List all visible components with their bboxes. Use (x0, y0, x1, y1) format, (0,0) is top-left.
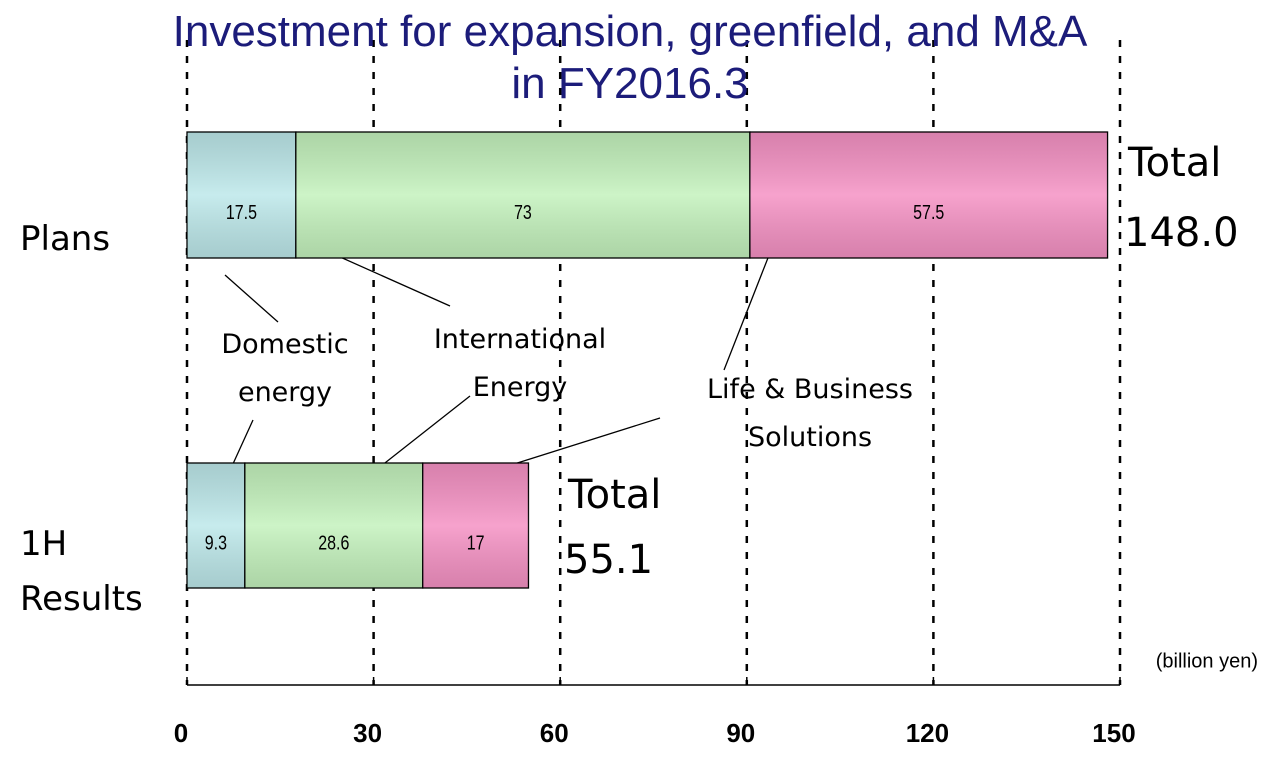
value-label: 17.5 (226, 202, 257, 224)
unit-label: (billion yen) (1156, 650, 1258, 672)
value-label: 9.3 (205, 532, 227, 554)
value-label: 73 (514, 202, 532, 224)
bar-segment (186, 131, 297, 259)
legend-label: Domestic energy (221, 329, 348, 408)
value-label: 17 (467, 532, 485, 554)
bar-segment (244, 462, 424, 589)
bar-segment (295, 131, 751, 259)
total-label: Total (1127, 140, 1221, 186)
leader-lines (221, 239, 776, 489)
value-label: 57.5 (913, 202, 944, 224)
bar-segment (186, 462, 246, 589)
total-value: 148.0 (1124, 210, 1239, 256)
x-tick-label: 120 (906, 718, 949, 748)
x-tick-label: 0 (174, 718, 188, 748)
value-label: 28.6 (318, 532, 349, 554)
category-label: 1H Results (20, 524, 143, 619)
x-tick-label: 30 (353, 718, 382, 748)
x-tick-label: 60 (540, 718, 569, 748)
bar-segment (749, 131, 1109, 259)
bar-segment (422, 462, 530, 589)
category-label: Plans (20, 219, 110, 259)
total-label: Total (567, 472, 661, 518)
legend-label: International Energy (434, 324, 606, 403)
x-tick-label: 90 (726, 718, 755, 748)
total-value: 55.1 (564, 537, 653, 583)
chart-title: Investment for expansion, greenfield, an… (172, 7, 1088, 108)
legend-label: Life & Business Solutions (707, 374, 913, 453)
x-tick-label: 150 (1092, 718, 1135, 748)
